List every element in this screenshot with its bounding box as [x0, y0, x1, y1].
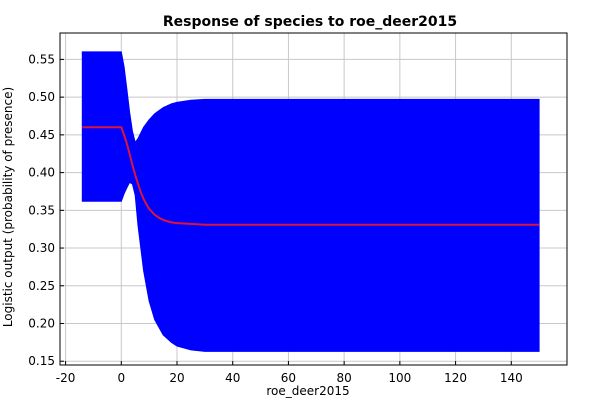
x-tick-label: 0	[117, 371, 125, 385]
y-tick-label: 0.50	[28, 90, 55, 104]
x-tick-label: 140	[500, 371, 523, 385]
x-axis-label: roe_deer2015	[266, 384, 349, 398]
y-tick-label: 0.20	[28, 317, 55, 331]
response-line	[82, 126, 540, 226]
x-tick-label: 100	[388, 371, 411, 385]
x-axis: -20 0 20 40 60 80 100 120 140	[56, 361, 523, 385]
y-tick-label: 0.15	[28, 354, 55, 368]
x-tick-label: 120	[444, 371, 467, 385]
x-tick-label: 60	[281, 371, 296, 385]
y-tick-label: 0.40	[28, 166, 55, 180]
y-axis: 0.15 0.20 0.25 0.30 0.35 0.40 0.45 0.50 0.55	[28, 52, 64, 368]
y-tick-label: 0.55	[28, 52, 55, 66]
confidence-band	[81, 51, 540, 352]
x-tick-label: 80	[337, 371, 352, 385]
y-tick-label: 0.45	[28, 128, 55, 142]
x-tick-label: 40	[225, 371, 240, 385]
y-tick-label: 0.25	[28, 279, 55, 293]
chart-title: Response of species to roe_deer2015	[163, 14, 457, 30]
y-tick-label: 0.30	[28, 241, 55, 255]
y-tick-label: 0.35	[28, 203, 55, 217]
y-axis-label: Logistic output (probability of presence…	[1, 87, 15, 327]
x-tick-label: 20	[169, 371, 184, 385]
x-tick-label: -20	[56, 371, 76, 385]
series-layer	[81, 51, 540, 352]
plot-frame	[59, 32, 568, 366]
